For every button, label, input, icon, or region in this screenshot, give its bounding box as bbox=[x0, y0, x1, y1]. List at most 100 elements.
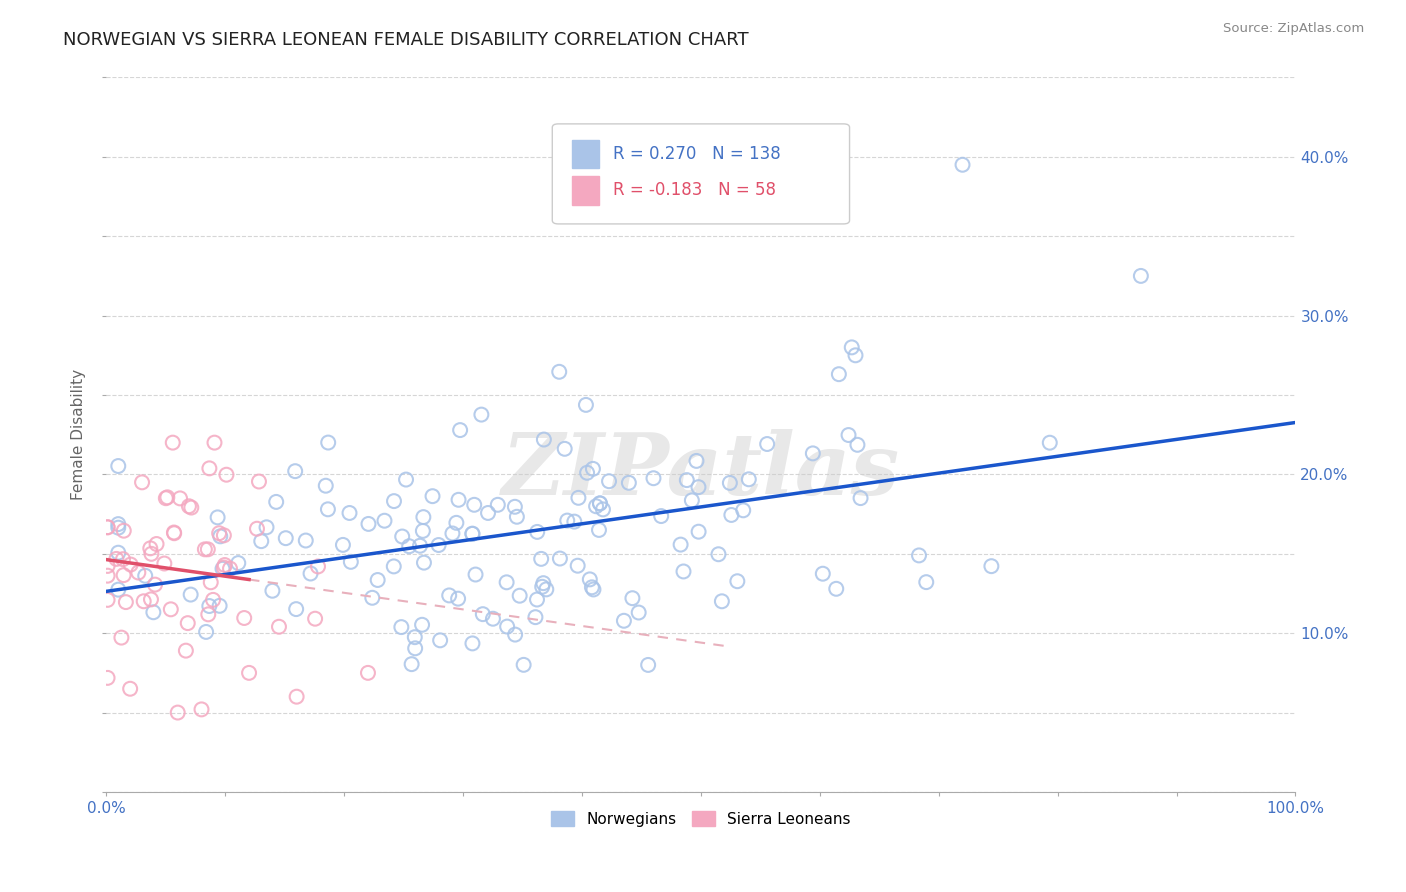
Point bbox=[503, 627, 526, 641]
Point bbox=[471, 607, 494, 622]
Point bbox=[395, 473, 418, 487]
Text: NORWEGIAN VS SIERRA LEONEAN FEMALE DISABILITY CORRELATION CHART: NORWEGIAN VS SIERRA LEONEAN FEMALE DISAB… bbox=[63, 31, 749, 49]
Text: R = 0.270   N = 138: R = 0.270 N = 138 bbox=[613, 145, 780, 163]
Point bbox=[382, 559, 405, 574]
Point bbox=[733, 503, 755, 517]
Point bbox=[389, 620, 412, 634]
Point bbox=[681, 493, 703, 508]
Point bbox=[247, 475, 270, 489]
Point bbox=[710, 594, 733, 608]
Point bbox=[139, 592, 162, 607]
Point bbox=[575, 398, 598, 412]
Point bbox=[756, 437, 779, 451]
Point bbox=[332, 538, 354, 552]
Point bbox=[509, 589, 531, 603]
Point bbox=[107, 517, 129, 532]
Point bbox=[447, 591, 470, 606]
Point bbox=[548, 551, 571, 566]
Point bbox=[155, 491, 177, 506]
Point bbox=[262, 583, 284, 598]
Point bbox=[142, 605, 165, 619]
Point bbox=[204, 435, 226, 450]
Point bbox=[470, 408, 492, 422]
Point bbox=[413, 556, 436, 570]
Point bbox=[844, 348, 866, 362]
Point bbox=[589, 496, 612, 510]
Point bbox=[446, 516, 468, 530]
Point bbox=[316, 502, 339, 516]
Point bbox=[637, 657, 659, 672]
Point bbox=[307, 559, 329, 574]
Point bbox=[980, 559, 1002, 574]
Point bbox=[200, 575, 222, 590]
Point bbox=[120, 681, 142, 696]
Point bbox=[567, 558, 589, 573]
Point bbox=[177, 500, 200, 514]
Point bbox=[208, 526, 231, 541]
Point bbox=[97, 558, 120, 573]
Point bbox=[643, 471, 665, 485]
Point bbox=[107, 582, 129, 597]
Point bbox=[578, 573, 600, 587]
Point bbox=[361, 591, 384, 605]
Text: R = -0.183   N = 58: R = -0.183 N = 58 bbox=[613, 181, 776, 199]
Point bbox=[718, 475, 741, 490]
Point bbox=[1129, 268, 1152, 283]
Point bbox=[477, 506, 499, 520]
Point bbox=[404, 630, 426, 644]
Point bbox=[107, 521, 129, 535]
Point bbox=[153, 557, 176, 571]
Point bbox=[463, 498, 485, 512]
Point bbox=[246, 522, 269, 536]
Point bbox=[567, 491, 589, 505]
Point bbox=[461, 526, 484, 541]
Point bbox=[496, 619, 519, 633]
Point bbox=[589, 496, 612, 510]
Point bbox=[422, 489, 444, 503]
Point bbox=[233, 611, 256, 625]
FancyBboxPatch shape bbox=[572, 176, 599, 204]
Point bbox=[536, 582, 558, 597]
Point bbox=[373, 514, 395, 528]
Point bbox=[214, 558, 236, 572]
Point bbox=[576, 466, 599, 480]
Point bbox=[97, 568, 120, 582]
Point bbox=[163, 526, 186, 541]
Point bbox=[524, 610, 547, 624]
Point bbox=[180, 500, 202, 515]
FancyBboxPatch shape bbox=[572, 140, 599, 169]
Point bbox=[97, 671, 120, 685]
Point bbox=[208, 599, 231, 613]
Point bbox=[427, 538, 450, 552]
Point bbox=[613, 614, 636, 628]
Point bbox=[382, 494, 405, 508]
Point bbox=[688, 524, 710, 539]
Point bbox=[617, 475, 640, 490]
Point bbox=[226, 556, 249, 570]
Point bbox=[391, 529, 413, 543]
Point bbox=[357, 516, 380, 531]
Point bbox=[285, 602, 308, 616]
Point bbox=[621, 591, 644, 606]
Legend: Norwegians, Sierra Leoneans: Norwegians, Sierra Leoneans bbox=[544, 803, 858, 834]
Point bbox=[627, 606, 650, 620]
Point bbox=[530, 552, 553, 566]
Point bbox=[592, 502, 614, 516]
Point bbox=[110, 631, 132, 645]
Point bbox=[339, 506, 361, 520]
Point bbox=[107, 458, 129, 473]
Point bbox=[159, 602, 181, 616]
Point bbox=[316, 435, 339, 450]
Point bbox=[367, 573, 389, 587]
Point bbox=[464, 567, 486, 582]
Point bbox=[811, 566, 834, 581]
Point bbox=[688, 480, 710, 494]
Point bbox=[120, 558, 142, 572]
Point bbox=[685, 454, 707, 468]
Point bbox=[526, 524, 548, 539]
Point bbox=[145, 537, 167, 551]
Point bbox=[828, 367, 851, 381]
Point bbox=[112, 524, 135, 538]
Point bbox=[409, 539, 432, 553]
Point bbox=[801, 446, 824, 460]
